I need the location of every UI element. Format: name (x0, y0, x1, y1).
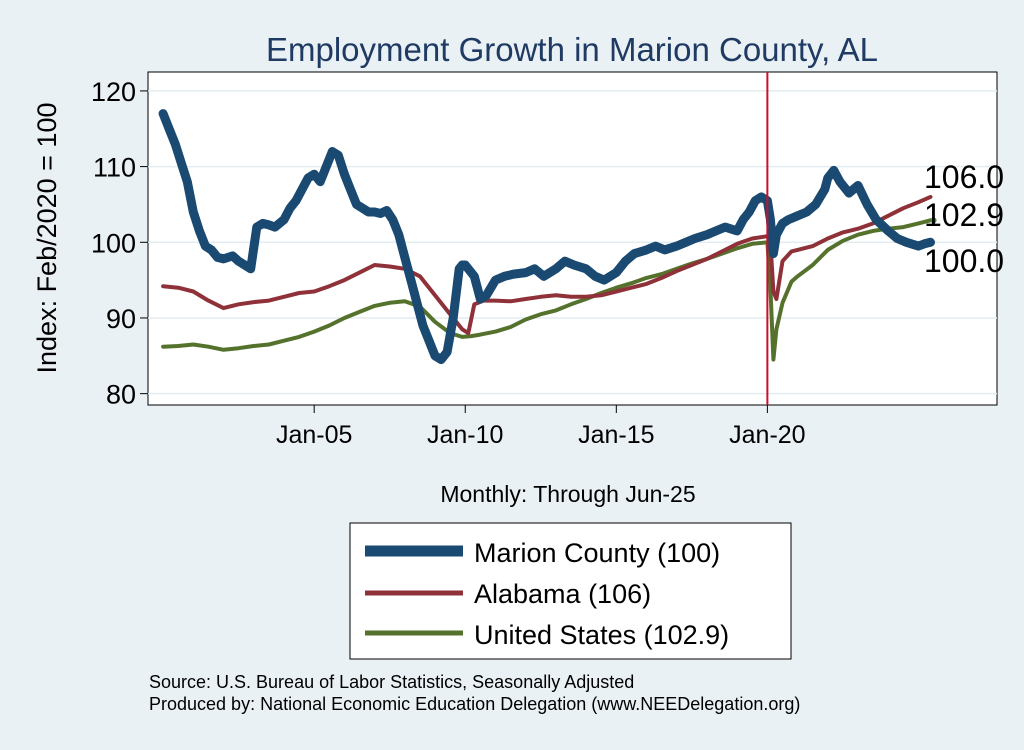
end-label-marion: 100.0 (924, 243, 1004, 279)
x-tick-label: Jan-10 (427, 421, 503, 449)
chart-title: Employment Growth in Marion County, AL (266, 31, 878, 68)
series-line-marion (158, 109, 935, 365)
x-tick-label: Jan-15 (578, 421, 654, 449)
us-endpoint-marker (930, 217, 937, 224)
plot-area (147, 71, 998, 406)
series-line-us (161, 218, 933, 362)
end-label-alabama: 106.0 (924, 159, 1004, 195)
legend: Marion County (100) Alabama (106) United… (349, 522, 792, 660)
x-tick-label: Jan-05 (276, 421, 352, 449)
y-axis-label: Index: Feb/2020 = 100 (32, 103, 62, 374)
series-line-alabama (161, 194, 933, 336)
x-axis-label: Monthly: Through Jun-25 (440, 481, 695, 507)
y-tick-label: 110 (93, 153, 136, 183)
y-tick-label: 120 (91, 77, 136, 107)
source-line-1: Source: U.S. Bureau of Labor Statistics,… (149, 672, 634, 692)
y-tick-label: 80 (106, 380, 136, 410)
legend-label-us: United States (102.9) (474, 620, 729, 650)
legend-label-marion: Marion County (100) (474, 538, 720, 568)
end-label-us: 102.9 (924, 197, 1004, 233)
source-line-2: Produced by: National Economic Education… (149, 694, 800, 714)
x-tick-label: Jan-20 (729, 421, 805, 449)
grid-layer (148, 90, 997, 395)
y-tick-label: 100 (91, 228, 136, 258)
y-tick-label: 90 (106, 304, 136, 334)
end-labels: 106.0 102.9 100.0 (924, 159, 1004, 279)
series-layer (158, 72, 937, 405)
axis-layer: 80 90 100 110 120 Jan-05 Jan-10 Jan-15 Jan-20 (91, 77, 806, 449)
legend-label-alabama: Alabama (106) (474, 579, 651, 609)
